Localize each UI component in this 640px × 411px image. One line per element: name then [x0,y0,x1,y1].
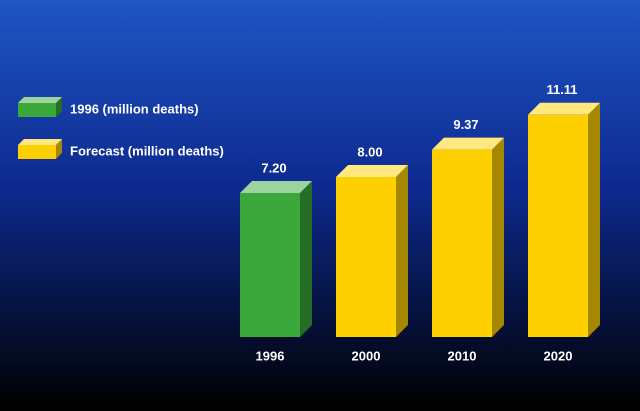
bar-top [432,137,504,150]
bar-top [336,165,408,177]
legend-swatch [18,103,56,117]
bar-side [300,181,312,337]
value-label: 11.11 [546,82,577,97]
bar-top [528,102,600,115]
legend-swatch [18,145,56,159]
legend-swatch-top [18,139,62,145]
legend-swatch-side [56,139,62,159]
legend-swatch-side [56,97,62,117]
bar [336,177,396,337]
legend-label: 1996 (million deaths) [70,101,199,116]
bar [240,193,300,337]
bar-top [240,181,312,193]
x-tick-label: 2020 [544,348,573,363]
value-label: 7.20 [261,160,286,175]
x-tick-label: 2010 [448,348,477,363]
bar [432,149,492,337]
bar-side [492,137,504,337]
bar-side [588,102,600,337]
x-tick-label: 2000 [352,348,381,363]
legend-swatch-top [18,97,62,103]
value-label: 9.37 [453,117,478,132]
x-tick-label: 1996 [256,348,285,363]
value-label: 8.00 [357,144,382,159]
bar [528,114,588,337]
bar-side [396,165,408,337]
legend-label: Forecast (million deaths) [70,143,224,158]
